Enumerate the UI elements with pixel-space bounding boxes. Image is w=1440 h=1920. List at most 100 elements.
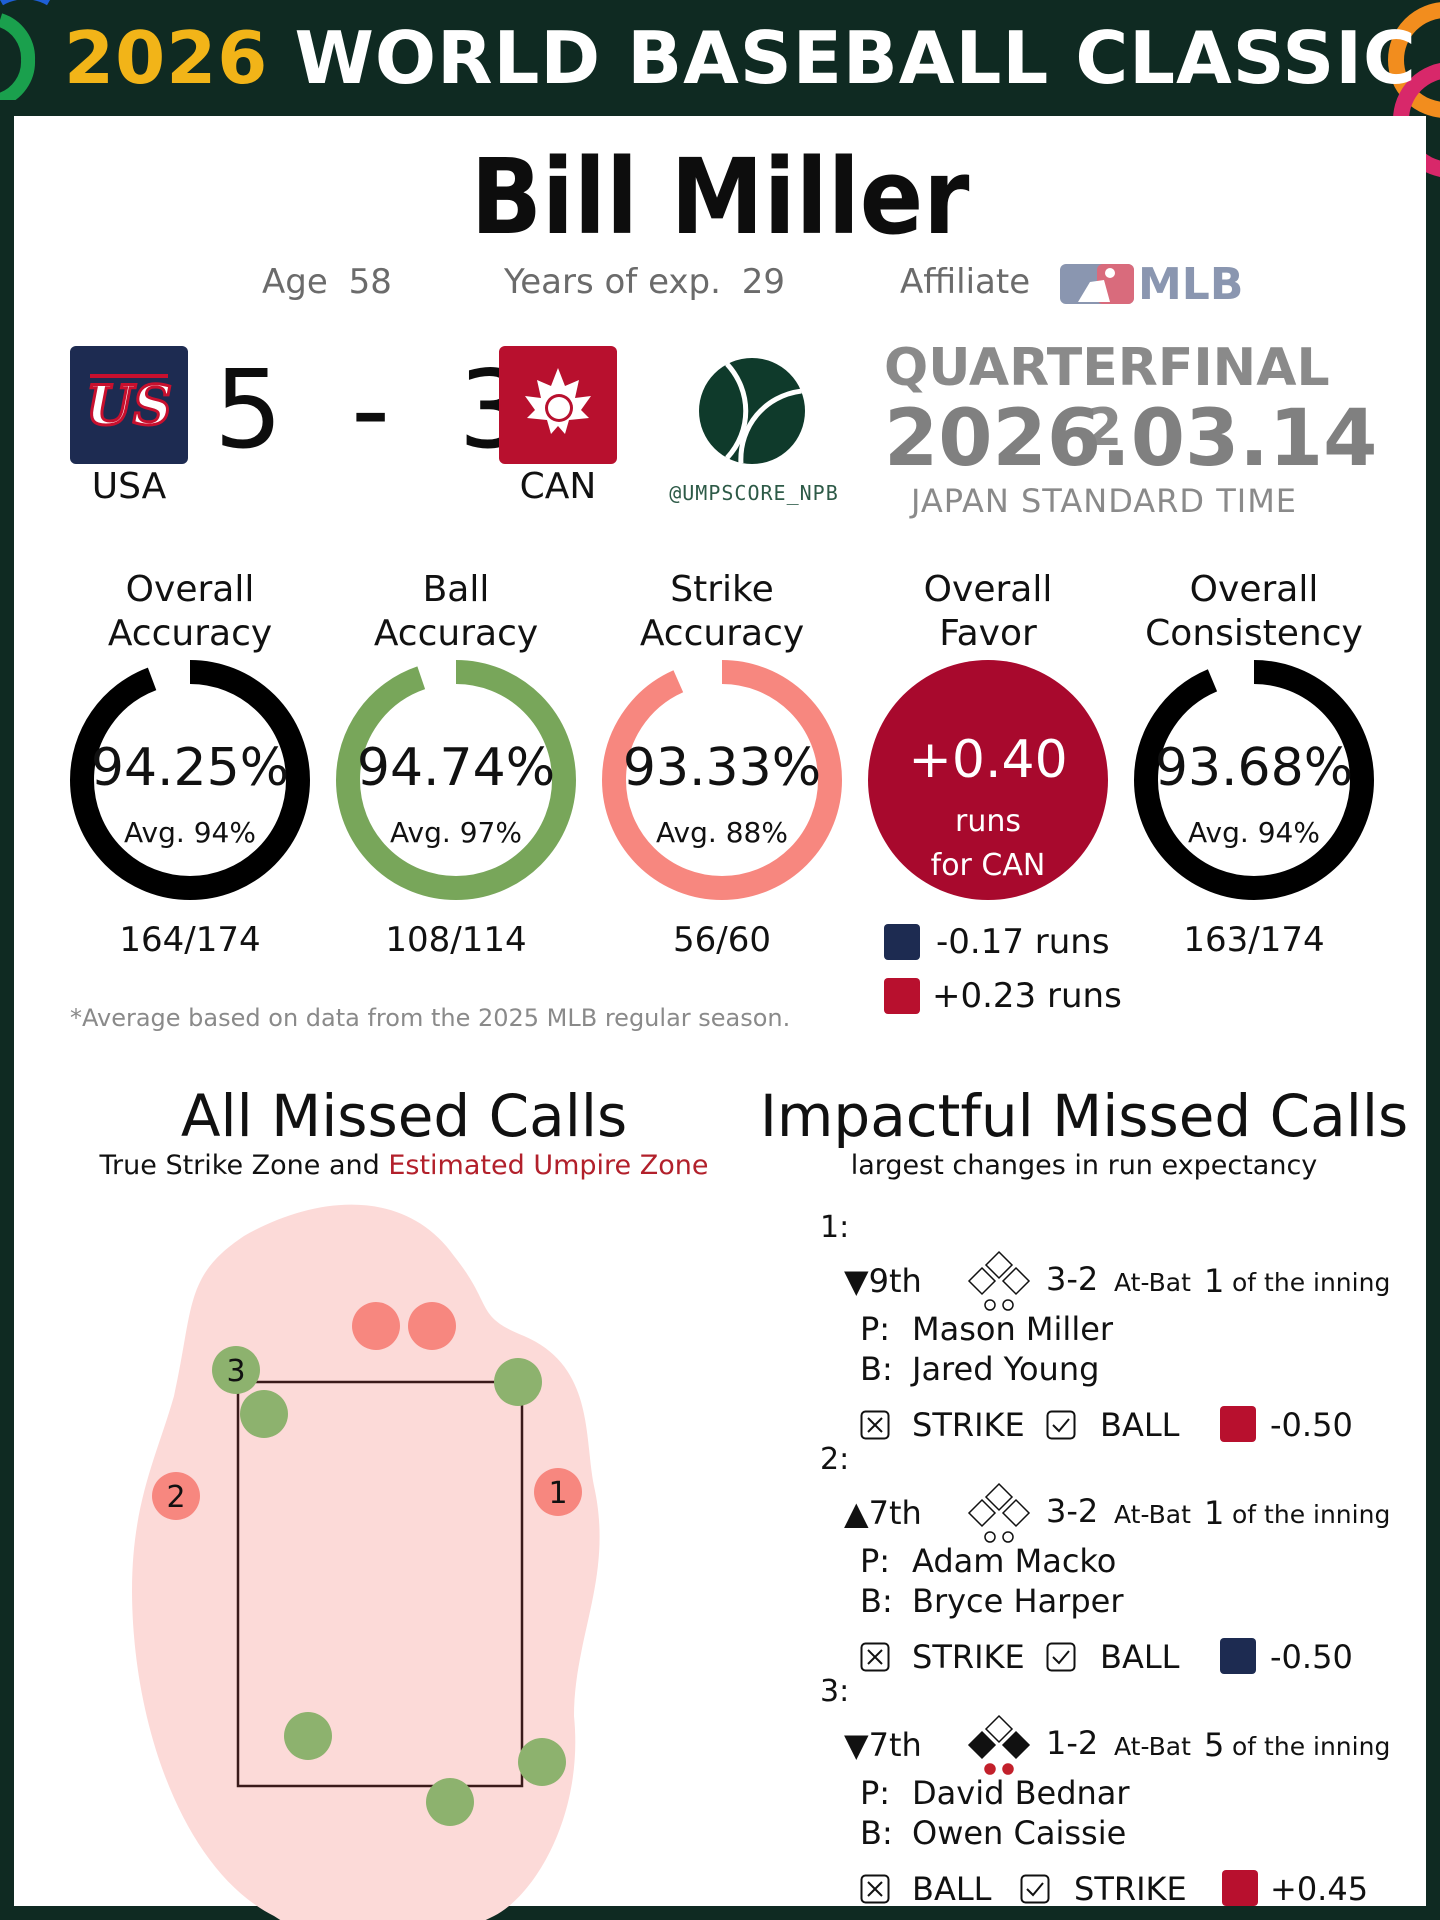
favor-value: +0.40 xyxy=(908,730,1068,790)
final-score: 5 - 3 xyxy=(214,348,527,473)
pitcher-name: David Bednar xyxy=(912,1774,1130,1812)
home-score: 5 xyxy=(214,348,283,473)
stat-title-line: Accuracy xyxy=(107,613,273,654)
missed-call-dot xyxy=(284,1712,332,1760)
correct-call-label: STRIKE xyxy=(1074,1870,1187,1908)
call-team-logo xyxy=(1220,1406,1256,1442)
strike-zone-plot: 1 2 3 xyxy=(132,1204,600,1920)
missed-call-3: 3: ▼7th 1-2 At-Bat 5 of the inning P: Da… xyxy=(820,1674,1390,1920)
ring-arc xyxy=(336,660,576,900)
overall-accuracy-fraction: 164/174 xyxy=(119,920,261,960)
of-inning-label: of the inning xyxy=(1232,1500,1391,1529)
atbat-number: 1 xyxy=(1204,1262,1225,1300)
ring-arc xyxy=(1134,660,1374,900)
strike-accuracy-avg: Avg. 88% xyxy=(656,816,788,849)
stat-title-line: Overall xyxy=(1189,569,1319,610)
ring-arc xyxy=(70,660,310,900)
subtitle-umpire-zone: Estimated Umpire Zone xyxy=(388,1150,709,1181)
stat-title-line: Favor xyxy=(939,613,1037,654)
overall-accuracy-avg: Avg. 94% xyxy=(124,816,256,849)
social-handle: @UMPSCORE_NPB xyxy=(669,481,839,505)
maple-leaf-icon xyxy=(525,368,591,434)
run-expectancy-change: -0.50 xyxy=(1270,1406,1353,1444)
missed-call-dot xyxy=(426,1778,474,1826)
call-team-logo xyxy=(1220,1638,1256,1674)
call-number: 3: xyxy=(820,1674,850,1709)
experience-info: Years of exp. 29 xyxy=(504,262,785,302)
age-info: Age 58 xyxy=(262,262,392,302)
missed-call-label-2: 2 xyxy=(166,1480,185,1515)
atbat-label: At-Bat xyxy=(1114,1732,1191,1761)
batter-label: B: xyxy=(860,1814,893,1852)
missed-call-dot xyxy=(494,1358,542,1406)
atbat-label: At-Bat xyxy=(1114,1500,1191,1529)
wrong-call-label: BALL xyxy=(912,1870,992,1908)
stat-title-line: Accuracy xyxy=(373,613,539,654)
usa-shield-icon: US xyxy=(84,372,173,439)
stat-title-overall-accuracy: Overall Accuracy xyxy=(70,568,310,656)
batter-name: Owen Caissie xyxy=(912,1814,1127,1852)
ring-overall-consistency xyxy=(1134,660,1374,900)
favor-team: for CAN xyxy=(930,848,1046,883)
game-round: QUARTERFINAL 2 xyxy=(884,338,1330,458)
call-inning: ▲7th xyxy=(844,1494,922,1532)
affiliate-value: MLB xyxy=(1138,258,1244,310)
check-box-icon xyxy=(1046,1410,1076,1440)
decor-rings-left xyxy=(0,0,50,100)
stat-title-strike-accuracy: Strike Accuracy xyxy=(602,568,842,656)
experience-label: Years of exp. xyxy=(504,262,721,302)
away-team-label: CAN xyxy=(519,466,597,507)
missed-call-dot xyxy=(240,1390,288,1438)
average-footnote: *Average based on data from the 2025 MLB… xyxy=(70,1004,791,1032)
strike-accuracy-fraction: 56/60 xyxy=(673,920,771,960)
bases-diamond-icon xyxy=(967,1714,1031,1775)
check-box-icon xyxy=(1020,1874,1050,1904)
impactful-missed-calls-title: Impactful Missed Calls xyxy=(759,1082,1409,1150)
wrong-call-label: STRIKE xyxy=(912,1638,1025,1676)
all-missed-calls-subtitle: True Strike Zone and Estimated Umpire Zo… xyxy=(14,1150,794,1181)
ring-ball-accuracy xyxy=(336,660,576,900)
event-name: WORLD BASEBALL CLASSIC xyxy=(294,16,1417,100)
missed-call-2: 2: ▲7th 3-2 At-Bat 1 of the inning P: Ad… xyxy=(820,1442,1390,1702)
call-count: 1-2 xyxy=(1046,1724,1099,1762)
ball-accuracy-avg: Avg. 97% xyxy=(390,816,522,849)
pitcher-name: Adam Macko xyxy=(912,1542,1117,1580)
all-missed-calls-title: All Missed Calls xyxy=(180,1082,628,1150)
stat-title-line: Accuracy xyxy=(639,613,805,654)
stat-title-ball-accuracy: Ball Accuracy xyxy=(336,568,576,656)
stat-title-overall-consistency: Overall Consistency xyxy=(1134,568,1374,656)
ball-accuracy-value: 94.74% xyxy=(356,738,556,798)
x-box-icon xyxy=(860,1874,890,1904)
favor-disc xyxy=(868,660,1108,900)
mlb-logo: MLB xyxy=(1060,259,1243,310)
batter-label: B: xyxy=(860,1582,893,1620)
missed-call-dot xyxy=(534,1468,582,1516)
overall-accuracy-value: 94.25% xyxy=(90,738,290,798)
experience-value: 29 xyxy=(741,262,785,302)
game-date: 2026.03.14 xyxy=(884,394,1378,484)
mlb-batter-icon xyxy=(1060,264,1134,304)
x-box-icon xyxy=(860,1410,890,1440)
batter-name: Jared Young xyxy=(912,1350,1100,1388)
consistency-avg: Avg. 94% xyxy=(1188,816,1320,849)
pitcher-name: Mason Miller xyxy=(912,1310,1114,1348)
strike-accuracy-value: 93.33% xyxy=(622,738,822,798)
umpscore-ball-icon xyxy=(699,358,805,464)
home-team-label: USA xyxy=(91,466,167,507)
missed-call-dot xyxy=(352,1302,400,1350)
call-inning: ▼9th xyxy=(844,1262,922,1300)
favor-can-runs: +0.23 runs xyxy=(932,976,1122,1016)
pitcher-label: P: xyxy=(860,1542,891,1580)
check-box-icon xyxy=(1046,1642,1076,1672)
wrong-call-label: STRIKE xyxy=(912,1406,1025,1444)
usa-mini-logo xyxy=(884,924,920,960)
call-team-logo xyxy=(1222,1870,1258,1906)
correct-call-label: BALL xyxy=(1100,1638,1180,1676)
stat-title-line: Strike xyxy=(670,569,774,610)
correct-call-label: BALL xyxy=(1100,1406,1180,1444)
favor-unit: runs xyxy=(955,804,1021,839)
ring-strike-accuracy xyxy=(602,660,842,900)
svg-text:US: US xyxy=(86,373,172,437)
run-expectancy-change: +0.45 xyxy=(1270,1870,1369,1908)
stat-title-line: Overall xyxy=(923,569,1053,610)
